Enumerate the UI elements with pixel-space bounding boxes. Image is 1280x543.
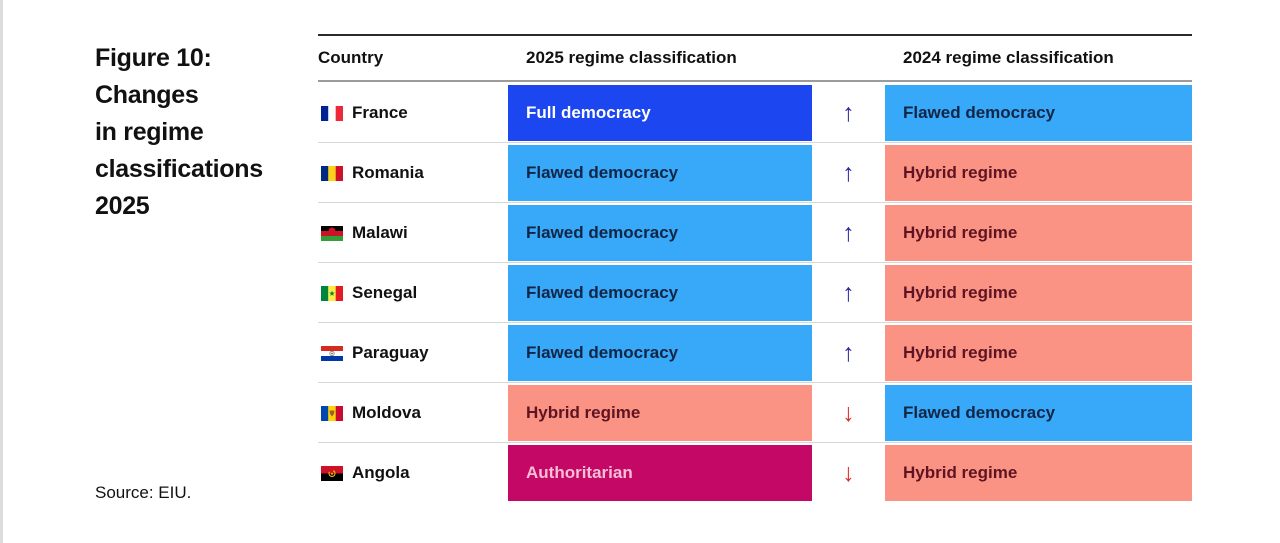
angola-flag-icon xyxy=(321,465,343,481)
country-name: Malawi xyxy=(352,223,408,242)
country-cell: Malawi xyxy=(318,205,508,261)
classification-2024-cell: Hybrid regime xyxy=(885,145,1192,201)
country-cell: Romania xyxy=(318,145,508,201)
classification-2025-cell: Flawed democracy xyxy=(508,325,812,381)
country-cell: Moldova xyxy=(318,385,508,441)
classification-2025-cell: Hybrid regime xyxy=(508,385,812,441)
country-name: Moldova xyxy=(352,403,421,422)
country-cell: Angola xyxy=(318,445,508,501)
down-arrow-icon: ↓ xyxy=(842,458,855,487)
up-arrow-icon: ↑ xyxy=(842,218,855,247)
classification-2024-cell: Hybrid regime xyxy=(885,445,1192,501)
table-rows: France Full democracy ↑ Flawed democracy… xyxy=(318,85,1192,501)
column-header-country: Country xyxy=(318,48,384,67)
table-row: Senegal Flawed democracy ↑ Hybrid regime xyxy=(318,262,1192,321)
table-row: Romania Flawed democracy ↑ Hybrid regime xyxy=(318,142,1192,201)
classification-2024-cell: Hybrid regime xyxy=(885,265,1192,321)
down-arrow-icon: ↓ xyxy=(842,398,855,427)
classification-2025-cell: Flawed democracy xyxy=(508,205,812,261)
malawi-flag-icon xyxy=(321,225,343,241)
country-name: Romania xyxy=(352,163,424,182)
classification-2025-cell: Flawed democracy xyxy=(508,145,812,201)
column-header-2025: 2025 regime classification xyxy=(526,48,737,67)
country-name: Paraguay xyxy=(352,343,429,362)
column-header-2024: 2024 regime classification xyxy=(903,48,1114,67)
table-row: Paraguay Flawed democracy ↑ Hybrid regim… xyxy=(318,322,1192,381)
moldova-flag-icon xyxy=(321,405,343,421)
table-row: Angola Authoritarian ↓ Hybrid regime xyxy=(318,442,1192,501)
country-cell: Senegal xyxy=(318,265,508,321)
source-note: Source: EIU. xyxy=(95,483,192,502)
romania-flag-icon xyxy=(321,165,343,181)
table-row: Malawi Flawed democracy ↑ Hybrid regime xyxy=(318,202,1192,261)
country-name: Angola xyxy=(352,463,410,482)
up-arrow-icon: ↑ xyxy=(842,278,855,307)
classification-2024-cell: Flawed democracy xyxy=(885,85,1192,141)
country-name: Senegal xyxy=(352,283,418,302)
country-name: France xyxy=(352,103,408,122)
senegal-flag-icon xyxy=(321,285,343,301)
table-header-row: Country 2025 regime classification 2024 … xyxy=(318,34,1192,82)
table-row: France Full democracy ↑ Flawed democracy xyxy=(318,85,1192,141)
classification-2025-cell: Full democracy xyxy=(508,85,812,141)
classification-2025-cell: Authoritarian xyxy=(508,445,812,501)
classification-2024-cell: Hybrid regime xyxy=(885,325,1192,381)
classification-2025-cell: Flawed democracy xyxy=(508,265,812,321)
france-flag-icon xyxy=(321,105,343,121)
paraguay-flag-icon xyxy=(321,345,343,361)
regime-classification-table: Country 2025 regime classification 2024 … xyxy=(318,34,1192,501)
table-row: Moldova Hybrid regime ↓ Flawed democracy xyxy=(318,382,1192,441)
figure-title: Figure 10: Changes in regime classificat… xyxy=(95,44,263,220)
up-arrow-icon: ↑ xyxy=(842,338,855,367)
up-arrow-icon: ↑ xyxy=(842,158,855,187)
classification-2024-cell: Flawed democracy xyxy=(885,385,1192,441)
up-arrow-icon: ↑ xyxy=(842,98,855,127)
country-cell: France xyxy=(318,85,508,141)
country-cell: Paraguay xyxy=(318,325,508,381)
classification-2024-cell: Hybrid regime xyxy=(885,205,1192,261)
